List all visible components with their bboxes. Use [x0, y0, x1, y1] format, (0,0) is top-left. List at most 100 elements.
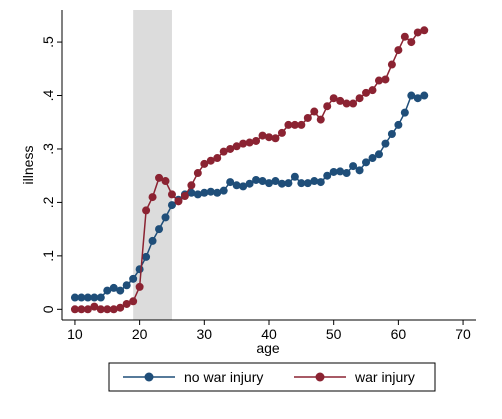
data-point-war-injury	[290, 120, 299, 129]
legend-marker-war-injury	[315, 372, 325, 382]
data-point-war-injury	[83, 305, 92, 314]
data-point-war-injury	[387, 60, 396, 69]
data-point-no-war-injury	[219, 186, 228, 195]
y-tick-label: .3	[40, 143, 56, 155]
data-point-war-injury	[394, 46, 403, 55]
legend: no war injury war injury	[108, 362, 436, 392]
y-tick-label: .4	[40, 89, 56, 101]
data-point-war-injury	[90, 302, 99, 311]
data-point-no-war-injury	[83, 293, 92, 302]
shaded-region	[133, 10, 172, 320]
data-point-war-injury	[226, 144, 235, 153]
data-point-war-injury	[323, 102, 332, 111]
data-point-war-injury	[116, 303, 125, 312]
data-point-no-war-injury	[77, 293, 86, 302]
data-point-war-injury	[284, 120, 293, 129]
data-point-no-war-injury	[297, 179, 306, 188]
x-tick-label: 60	[391, 326, 407, 342]
data-point-war-injury	[245, 138, 254, 147]
data-point-war-injury	[174, 197, 183, 206]
data-point-no-war-injury	[413, 94, 422, 103]
data-point-no-war-injury	[193, 190, 202, 199]
x-tick-label: 10	[67, 326, 83, 342]
data-point-no-war-injury	[374, 150, 383, 159]
data-point-no-war-injury	[342, 169, 351, 178]
data-point-war-injury	[303, 113, 312, 122]
data-point-war-injury	[368, 86, 377, 95]
data-point-war-injury	[316, 115, 325, 124]
x-axis-title: age	[256, 340, 280, 356]
data-point-war-injury	[355, 94, 364, 103]
data-point-war-injury	[187, 181, 196, 190]
data-point-no-war-injury	[303, 179, 312, 188]
data-point-war-injury	[400, 32, 409, 41]
data-point-no-war-injury	[323, 171, 332, 180]
data-point-no-war-injury	[349, 162, 358, 171]
data-point-war-injury	[193, 169, 202, 178]
x-tick-label: 70	[455, 326, 471, 342]
data-point-no-war-injury	[284, 179, 293, 188]
data-point-no-war-injury	[232, 181, 241, 190]
x-tick-label: 30	[197, 326, 213, 342]
data-point-no-war-injury	[355, 166, 364, 175]
y-tick-label: .1	[40, 250, 56, 262]
data-point-war-injury	[252, 136, 261, 145]
legend-label-war-injury: war injury	[354, 369, 415, 385]
data-point-war-injury	[239, 139, 248, 148]
data-point-no-war-injury	[200, 188, 209, 197]
data-point-war-injury	[77, 305, 86, 314]
data-point-no-war-injury	[316, 178, 325, 187]
data-point-no-war-injury	[96, 293, 105, 302]
legend-marker-no-war-injury	[144, 372, 154, 382]
y-tick-label: 0	[40, 305, 56, 313]
data-point-no-war-injury	[362, 158, 371, 167]
data-point-no-war-injury	[290, 172, 299, 181]
data-point-war-injury	[336, 96, 345, 105]
data-point-war-injury	[109, 305, 118, 314]
data-point-no-war-injury	[239, 182, 248, 191]
data-point-no-war-injury	[252, 175, 261, 184]
data-point-war-injury	[310, 107, 319, 116]
series-war-injury	[70, 26, 429, 314]
y-ticks: 0 .1 .2 .3 .4 .5	[40, 36, 62, 313]
data-point-no-war-injury	[420, 91, 429, 100]
data-point-war-injury	[213, 154, 222, 163]
data-point-war-injury	[413, 28, 422, 37]
data-point-war-injury	[167, 190, 176, 199]
data-point-no-war-injury	[394, 120, 403, 129]
data-point-no-war-injury	[310, 177, 319, 186]
data-point-war-injury	[200, 159, 209, 168]
x-tick-label: 20	[132, 326, 148, 342]
y-axis-title: illness	[20, 146, 36, 185]
data-point-war-injury	[277, 128, 286, 137]
data-point-war-injury	[374, 76, 383, 85]
data-point-no-war-injury	[155, 225, 164, 234]
data-point-no-war-injury	[122, 281, 131, 290]
data-point-no-war-injury	[135, 265, 144, 274]
data-point-war-injury	[122, 299, 131, 308]
data-point-no-war-injury	[167, 201, 176, 210]
data-point-war-injury	[129, 297, 138, 306]
data-point-war-injury	[407, 38, 416, 47]
data-point-no-war-injury	[70, 293, 79, 302]
data-point-no-war-injury	[161, 213, 170, 222]
data-point-no-war-injury	[336, 167, 345, 176]
data-point-no-war-injury	[400, 108, 409, 117]
data-point-war-injury	[155, 173, 164, 182]
data-point-war-injury	[265, 133, 273, 142]
x-tick-label: 40	[261, 326, 277, 342]
data-point-no-war-injury	[226, 178, 235, 187]
data-point-no-war-injury	[271, 177, 280, 186]
data-point-war-injury	[180, 192, 189, 200]
data-point-war-injury	[96, 305, 105, 314]
data-point-war-injury	[206, 156, 215, 165]
data-point-no-war-injury	[206, 187, 215, 196]
data-point-war-injury	[381, 75, 390, 84]
data-point-war-injury	[329, 94, 338, 103]
data-point-war-injury	[142, 206, 151, 215]
legend-label-no-war-injury: no war injury	[184, 369, 263, 385]
data-point-no-war-injury	[407, 91, 416, 100]
data-point-no-war-injury	[148, 236, 157, 245]
